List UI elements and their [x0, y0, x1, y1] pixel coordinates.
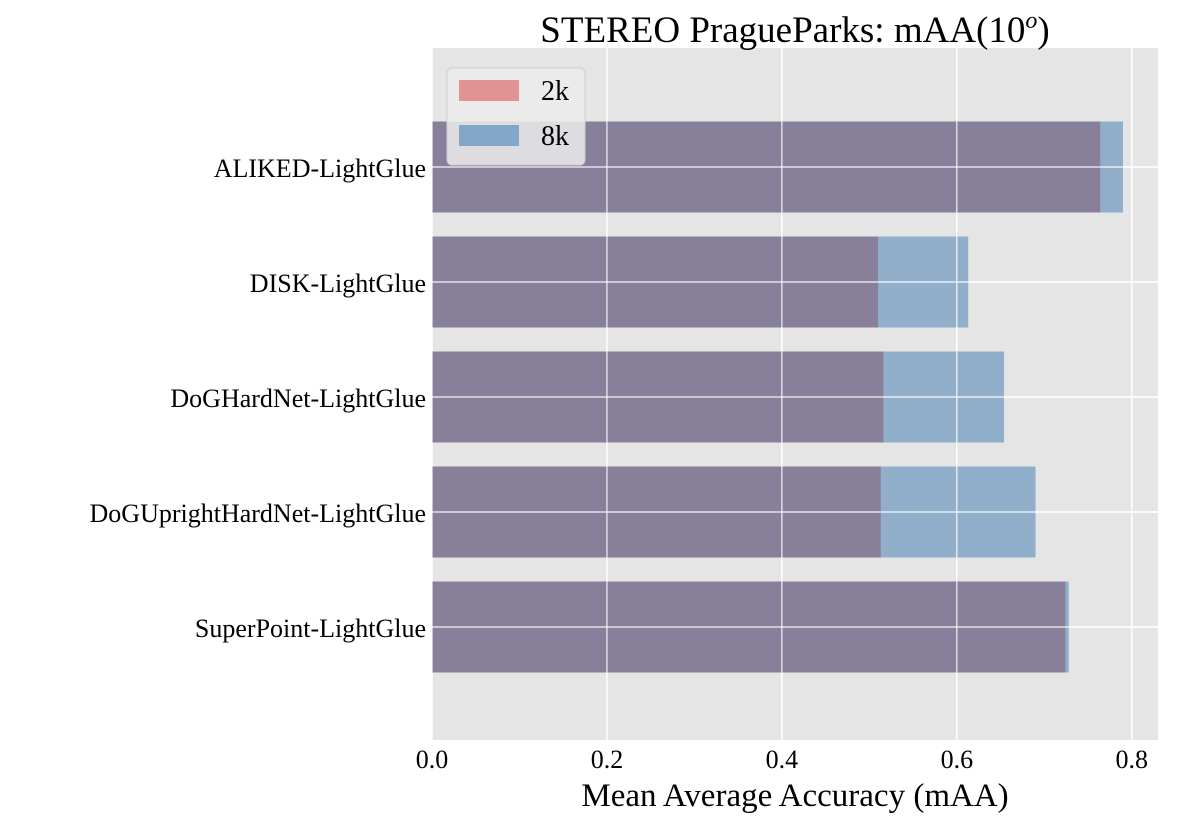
x-tick-label-2: 0.4	[766, 745, 799, 774]
grid-lines-overlay	[431, 48, 1158, 740]
y-tick-label-1: ALIKED-LightGlue	[214, 154, 426, 183]
y-tick-label-5: SuperPoint-LightGlue	[195, 614, 426, 643]
x-tick-label-0: 0.0	[416, 745, 449, 774]
x-axis-ticks: 0.0 0.2 0.4 0.6 0.8	[416, 745, 1148, 774]
legend-item-8k-label: 8k	[541, 121, 569, 152]
chart-title-suffix: )	[1037, 10, 1049, 51]
x-tick-label-3: 0.6	[941, 745, 974, 774]
legend-item-8k-swatch	[459, 125, 519, 146]
x-axis-label: Mean Average Accuracy (mAA)	[581, 778, 1008, 814]
x-tick-label-1: 0.2	[591, 745, 624, 774]
legend-item-2k-swatch	[459, 80, 519, 101]
y-tick-label-3: DoGHardNet-LightGlue	[170, 384, 426, 413]
y-tick-label-4: DoGUprightHardNet-LightGlue	[90, 499, 426, 528]
legend-item-2k-label: 2k	[541, 76, 569, 107]
chart-title: STEREO PragueParks: mAA(10o)	[540, 8, 1049, 51]
x-tick-label-4: 0.8	[1116, 745, 1149, 774]
chart-title-main: STEREO PragueParks: mAA(10	[540, 10, 1025, 51]
chart-title-superscript: o	[1025, 8, 1037, 34]
bars	[431, 48, 1158, 740]
y-axis-ticks: ALIKED-LightGlue DISK-LightGlue DoGHardNet…	[90, 154, 426, 643]
y-tick-label-2: DISK-LightGlue	[250, 269, 426, 298]
